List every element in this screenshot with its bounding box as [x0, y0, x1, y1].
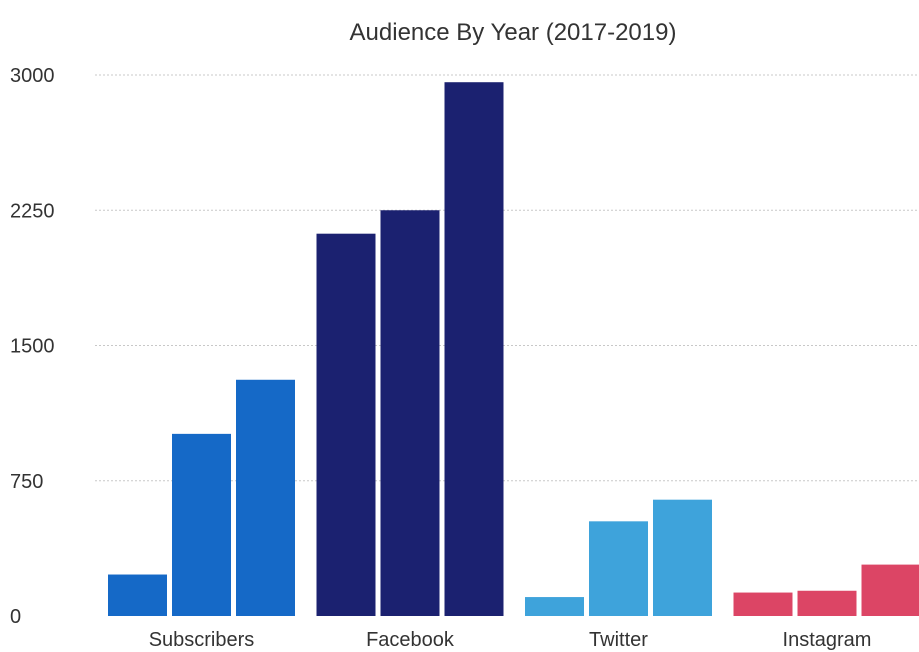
y-tick-label: 1500	[10, 336, 55, 358]
bar-subscribers-2	[172, 433, 231, 616]
bar-twitter-3	[653, 499, 712, 616]
x-axis-labels: Subscribers Facebook Twitter Instagram	[149, 629, 872, 651]
bars	[108, 82, 919, 617]
x-tick-label: Facebook	[366, 629, 455, 651]
y-tick-label: 2250	[10, 200, 55, 222]
chart-title: Audience By Year (2017-2019)	[350, 19, 677, 46]
bar-twitter-1	[525, 597, 584, 616]
y-tick-label: 0	[10, 606, 21, 628]
y-axis-ticks: 0 750 1500 2250 3000	[10, 65, 55, 628]
x-tick-label: Instagram	[783, 629, 872, 651]
bar-instagram-1	[733, 592, 793, 616]
x-tick-label: Subscribers	[149, 629, 255, 651]
bar-instagram-2	[797, 590, 857, 616]
y-tick-label: 3000	[10, 65, 55, 87]
bar-subscribers-3	[236, 379, 295, 616]
bar-facebook-1	[316, 233, 376, 616]
y-tick-label: 750	[10, 471, 43, 493]
bar-instagram-3	[861, 564, 919, 616]
bar-facebook-2	[380, 210, 440, 616]
bar-subscribers-1	[108, 574, 167, 616]
bar-facebook-3	[444, 82, 504, 617]
x-tick-label: Twitter	[589, 629, 648, 651]
bar-twitter-2	[589, 521, 648, 616]
grid-lines	[95, 74, 919, 482]
